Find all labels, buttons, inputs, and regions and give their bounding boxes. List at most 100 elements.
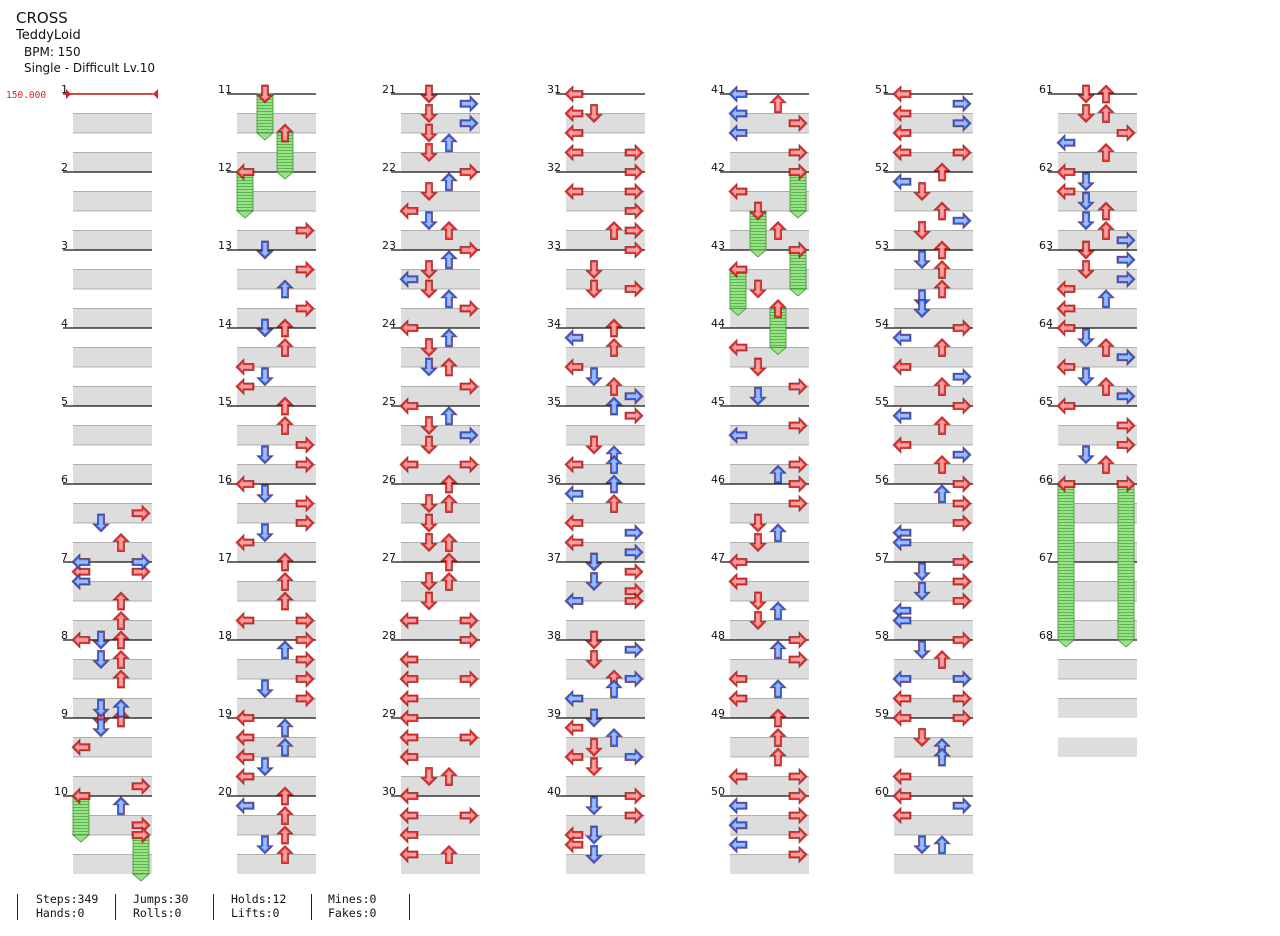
arrow-notes xyxy=(71,84,1136,865)
arrow-highlight xyxy=(955,801,968,810)
arrow-highlight xyxy=(281,127,289,140)
arrow-highlight xyxy=(754,535,762,549)
lane-stripe xyxy=(894,152,973,172)
arrow-highlight xyxy=(955,148,968,157)
arrow-highlight xyxy=(403,460,416,469)
lane-stripe xyxy=(401,581,480,601)
measure-number: 49 xyxy=(711,707,725,720)
arrow-highlight xyxy=(732,265,745,274)
left-arrow-note xyxy=(71,552,91,572)
up-arrow-note xyxy=(604,220,624,240)
down-arrow-note xyxy=(419,767,439,787)
up-arrow-note xyxy=(275,737,295,757)
arrow-highlight xyxy=(425,496,433,510)
up-arrow-note xyxy=(768,94,788,114)
lane-stripe xyxy=(894,659,973,679)
arrow-highlight xyxy=(774,302,782,316)
down-arrow-note xyxy=(419,279,439,299)
measure-number: 37 xyxy=(547,551,561,564)
left-arrow-note xyxy=(399,728,419,747)
up-arrow-note xyxy=(275,396,295,416)
down-arrow-note xyxy=(1076,328,1096,348)
arrow-highlight xyxy=(627,597,640,605)
left-arrow-note xyxy=(564,357,584,377)
arrow-highlight xyxy=(568,109,581,118)
right-arrow-note xyxy=(788,474,808,494)
arrow-highlight xyxy=(1082,262,1090,276)
arrow-highlight xyxy=(896,177,909,186)
lane-stripe xyxy=(237,386,316,406)
right-arrow-note xyxy=(1116,250,1136,269)
lane-stripe xyxy=(73,503,152,523)
up-arrow-note xyxy=(768,679,788,699)
arrow-highlight xyxy=(732,577,745,586)
arrow-highlight xyxy=(239,753,252,761)
right-arrow-note xyxy=(624,387,644,406)
up-arrow-note xyxy=(768,640,788,660)
lane-stripe xyxy=(401,191,480,211)
arrow-highlight xyxy=(610,682,618,696)
arrow-highlight xyxy=(239,382,252,391)
up-arrow-note xyxy=(439,406,459,426)
arrow-highlight xyxy=(791,636,804,644)
left-arrow-note xyxy=(728,104,748,123)
arrow-highlight xyxy=(1082,330,1090,344)
arrow-highlight xyxy=(1082,87,1090,100)
left-arrow-note xyxy=(892,708,912,728)
up-arrow-note xyxy=(439,474,459,494)
right-arrow-note xyxy=(788,455,808,474)
arrow-highlight xyxy=(627,187,640,196)
up-arrow-note xyxy=(275,415,295,435)
arrow-highlight xyxy=(568,840,581,849)
measure-number: 9 xyxy=(61,707,68,720)
lane-stripe xyxy=(894,776,973,796)
hold-body xyxy=(235,171,255,219)
down-arrow-note xyxy=(748,513,768,533)
left-arrow-note xyxy=(1056,279,1076,299)
right-arrow-note xyxy=(624,221,644,240)
right-arrow-note xyxy=(788,240,808,260)
up-arrow-note xyxy=(932,259,952,279)
arrow-highlight xyxy=(610,458,618,472)
up-arrow-note xyxy=(275,318,295,338)
measure-labels: 1234567891011121314151617181920212223242… xyxy=(54,83,1053,798)
down-arrow-note xyxy=(748,533,768,553)
arrow-highlight xyxy=(239,616,252,625)
down-arrow-note xyxy=(91,698,111,718)
down-arrow-note xyxy=(1076,367,1096,387)
arrow-highlight xyxy=(462,99,475,108)
lane-stripe xyxy=(73,737,152,757)
up-arrow-note xyxy=(604,337,624,357)
arrow-highlight xyxy=(791,460,804,469)
lane-stripe xyxy=(730,815,809,835)
arrow-highlight xyxy=(1119,421,1132,430)
arrow-highlight xyxy=(774,731,782,745)
right-arrow-note xyxy=(788,377,808,396)
arrow-highlight xyxy=(896,538,909,547)
measure-number: 48 xyxy=(711,629,725,642)
right-arrow-note xyxy=(295,650,315,669)
arrow-highlight xyxy=(261,759,269,773)
up-arrow-note xyxy=(768,523,788,543)
up-arrow-note xyxy=(1096,142,1116,162)
left-arrow-note xyxy=(71,562,91,581)
arrow-highlight xyxy=(425,106,433,120)
arrow-highlight xyxy=(754,516,762,529)
hold-tail xyxy=(748,249,768,258)
measure-number: 12 xyxy=(218,161,232,174)
song-title: CROSS xyxy=(16,9,68,27)
down-arrow-note xyxy=(419,123,439,143)
measure-number: 59 xyxy=(875,707,889,720)
up-arrow-note xyxy=(768,601,788,621)
lane-stripe xyxy=(730,425,809,445)
arrow-highlight xyxy=(938,283,946,296)
lane-stripe xyxy=(73,230,152,250)
right-arrow-note xyxy=(788,650,808,669)
left-arrow-note xyxy=(235,357,255,377)
left-arrow-note xyxy=(1056,357,1076,377)
arrow-highlight xyxy=(918,564,926,578)
measure-number: 43 xyxy=(711,239,725,252)
arrow-highlight xyxy=(568,519,581,527)
lane-stripe xyxy=(566,776,645,796)
down-arrow-note xyxy=(584,630,604,650)
